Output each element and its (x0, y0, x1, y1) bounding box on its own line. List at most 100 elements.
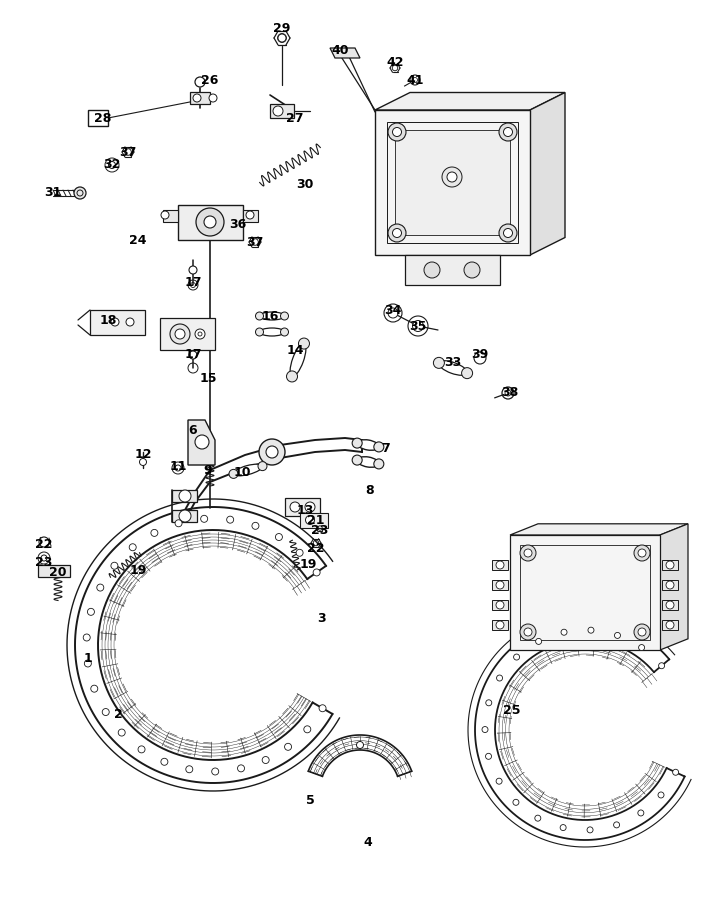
Text: 1: 1 (84, 651, 93, 665)
Bar (395, 130, 510, 235)
Circle shape (673, 769, 678, 775)
Circle shape (496, 581, 504, 589)
Circle shape (175, 520, 182, 527)
Circle shape (497, 675, 502, 681)
Text: 24: 24 (130, 233, 147, 247)
Circle shape (118, 729, 125, 736)
Circle shape (196, 208, 224, 236)
Ellipse shape (352, 438, 362, 448)
Circle shape (170, 324, 190, 344)
Bar (492, 560, 508, 570)
Circle shape (126, 318, 134, 326)
Text: 25: 25 (503, 704, 521, 717)
Ellipse shape (352, 455, 362, 465)
Bar (300, 513, 328, 528)
Circle shape (499, 123, 517, 141)
Polygon shape (510, 524, 688, 535)
Text: 11: 11 (169, 460, 187, 473)
Circle shape (496, 778, 502, 785)
Text: 19: 19 (299, 559, 316, 571)
Circle shape (513, 799, 519, 805)
Text: 21: 21 (307, 513, 325, 526)
Bar (662, 620, 678, 630)
Circle shape (201, 515, 208, 522)
Polygon shape (530, 93, 565, 255)
Bar (285, 498, 320, 516)
Circle shape (195, 77, 205, 87)
Ellipse shape (298, 338, 309, 349)
Circle shape (447, 172, 457, 182)
Circle shape (204, 216, 216, 228)
Text: 33: 33 (445, 356, 462, 369)
Polygon shape (330, 48, 360, 58)
Text: 35: 35 (409, 320, 426, 334)
Circle shape (39, 537, 49, 547)
Circle shape (88, 609, 94, 615)
Ellipse shape (259, 312, 285, 320)
Circle shape (304, 726, 311, 733)
Bar (270, 104, 294, 118)
Ellipse shape (233, 464, 263, 476)
Circle shape (227, 516, 234, 523)
Circle shape (614, 822, 620, 828)
Bar (520, 545, 650, 640)
Polygon shape (90, 310, 145, 335)
Circle shape (513, 654, 520, 660)
Circle shape (151, 530, 158, 536)
Bar (178, 205, 243, 240)
Circle shape (535, 815, 541, 821)
Circle shape (319, 705, 326, 712)
Circle shape (262, 756, 269, 764)
Circle shape (83, 634, 90, 641)
Bar (163, 210, 178, 222)
Circle shape (496, 561, 504, 569)
Text: 19: 19 (130, 563, 147, 577)
Text: 2: 2 (114, 708, 122, 721)
Circle shape (179, 510, 191, 522)
Circle shape (666, 601, 674, 609)
Text: 22: 22 (307, 541, 325, 554)
Circle shape (296, 550, 303, 556)
Circle shape (666, 581, 674, 589)
Circle shape (560, 824, 566, 831)
Circle shape (278, 34, 286, 42)
Circle shape (237, 765, 245, 772)
Bar (88, 110, 108, 126)
Text: 39: 39 (471, 348, 489, 362)
Text: 23: 23 (311, 523, 329, 537)
Circle shape (161, 758, 168, 766)
Ellipse shape (287, 371, 298, 382)
Polygon shape (160, 318, 215, 350)
Text: 9: 9 (203, 463, 212, 476)
Bar (172, 510, 197, 522)
Circle shape (496, 601, 504, 609)
Bar (38, 565, 70, 577)
Circle shape (189, 351, 197, 359)
Bar (492, 620, 508, 630)
Text: 14: 14 (286, 344, 304, 356)
Circle shape (290, 502, 300, 512)
Circle shape (486, 700, 492, 706)
Circle shape (189, 266, 197, 274)
Text: 20: 20 (49, 565, 67, 579)
Circle shape (424, 262, 440, 278)
Circle shape (524, 628, 532, 636)
Circle shape (659, 663, 665, 668)
Circle shape (388, 224, 406, 242)
Circle shape (464, 262, 480, 278)
Circle shape (356, 742, 363, 748)
Circle shape (486, 754, 492, 759)
Bar (510, 535, 660, 650)
Circle shape (129, 544, 136, 551)
Text: 18: 18 (99, 314, 117, 327)
Text: 22: 22 (35, 539, 53, 551)
Circle shape (111, 562, 118, 570)
Text: 37: 37 (119, 145, 137, 159)
Text: 13: 13 (296, 503, 313, 516)
Ellipse shape (258, 462, 267, 471)
Ellipse shape (280, 328, 288, 336)
Circle shape (179, 490, 191, 502)
Circle shape (193, 94, 201, 102)
Circle shape (252, 522, 259, 530)
Ellipse shape (256, 328, 264, 336)
